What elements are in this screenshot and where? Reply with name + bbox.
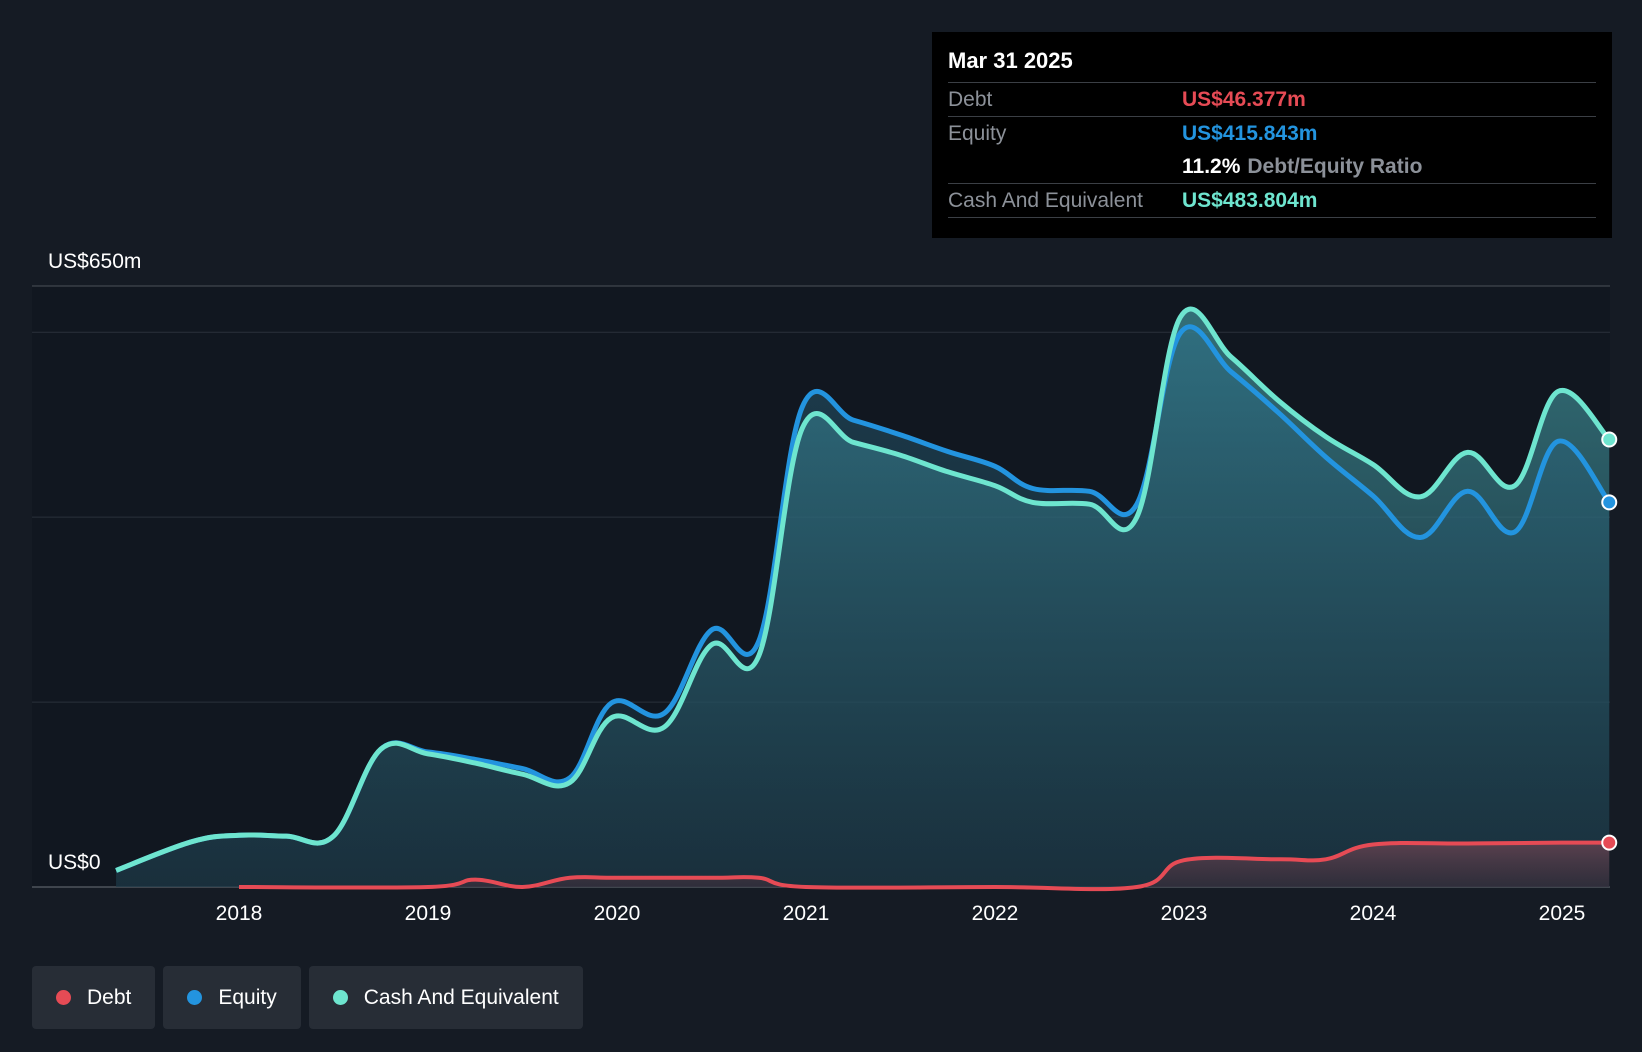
tooltip-cash-row: Cash And Equivalent US$483.804m — [948, 183, 1596, 218]
tooltip-panel: Mar 31 2025 Debt US$46.377m Equity US$41… — [932, 32, 1612, 238]
y-axis-top-label: US$650m — [48, 250, 142, 273]
series-endpoints — [1601, 431, 1618, 851]
tooltip-ratio-value: 11.2% — [1182, 154, 1241, 178]
debt-line — [238, 840, 1610, 892]
x-tick-label: 2024 — [1350, 902, 1397, 925]
tooltip-debt-value: US$46.377m — [1182, 87, 1306, 111]
legend-label-cash: Cash And Equivalent — [363, 985, 559, 1009]
legend-dot-equity-icon — [187, 990, 203, 1005]
series-endpoint-marker — [1601, 494, 1618, 511]
series-lines — [115, 306, 1612, 892]
tooltip-ratio-row: 11.2% Debt/Equity Ratio — [948, 150, 1596, 183]
tooltip-date: Mar 31 2025 — [948, 48, 1073, 73]
legend-item-cash[interactable]: Cash And Equivalent — [308, 966, 583, 1029]
tooltip-cash-value: US$483.804m — [1182, 188, 1318, 212]
legend-dot-cash-icon — [332, 990, 348, 1005]
x-tick-label: 2023 — [1161, 902, 1208, 925]
legend-item-equity[interactable]: Equity — [163, 966, 301, 1029]
legend: Debt Equity Cash And Equivalent — [32, 966, 583, 1029]
legend-label-debt: Debt — [87, 985, 132, 1009]
tooltip-equity-label: Equity — [948, 121, 1007, 145]
x-tick-label: 2018 — [216, 902, 263, 925]
x-tick-label: 2020 — [594, 902, 641, 925]
x-tick-label: 2021 — [783, 902, 830, 925]
tooltip-debt-row: Debt US$46.377m — [948, 82, 1596, 116]
cash-line — [115, 306, 1612, 873]
legend-label-equity: Equity — [218, 985, 277, 1009]
tooltip-equity-row: Equity US$415.843m — [948, 116, 1596, 150]
tooltip-ratio-label: Debt/Equity Ratio — [1247, 154, 1423, 178]
tooltip-equity-value: US$415.843m — [1182, 121, 1318, 145]
x-tick-label: 2022 — [972, 902, 1019, 925]
x-tick-label: 2025 — [1539, 902, 1586, 925]
series-endpoint-marker — [1601, 834, 1618, 851]
x-tick-label: 2019 — [405, 902, 452, 925]
tooltip-debt-label: Debt — [948, 87, 993, 111]
x-axis-ticks: 2018 2019 2020 2021 2022 2023 2024 2025 — [216, 902, 1586, 925]
y-axis-bottom-label: US$0 — [48, 851, 101, 874]
legend-dot-debt-icon — [56, 990, 71, 1005]
legend-item-debt[interactable]: Debt — [32, 966, 156, 1029]
tooltip-cash-label: Cash And Equivalent — [948, 188, 1143, 212]
series-endpoint-marker — [1601, 431, 1618, 448]
equity-area — [116, 326, 1610, 887]
